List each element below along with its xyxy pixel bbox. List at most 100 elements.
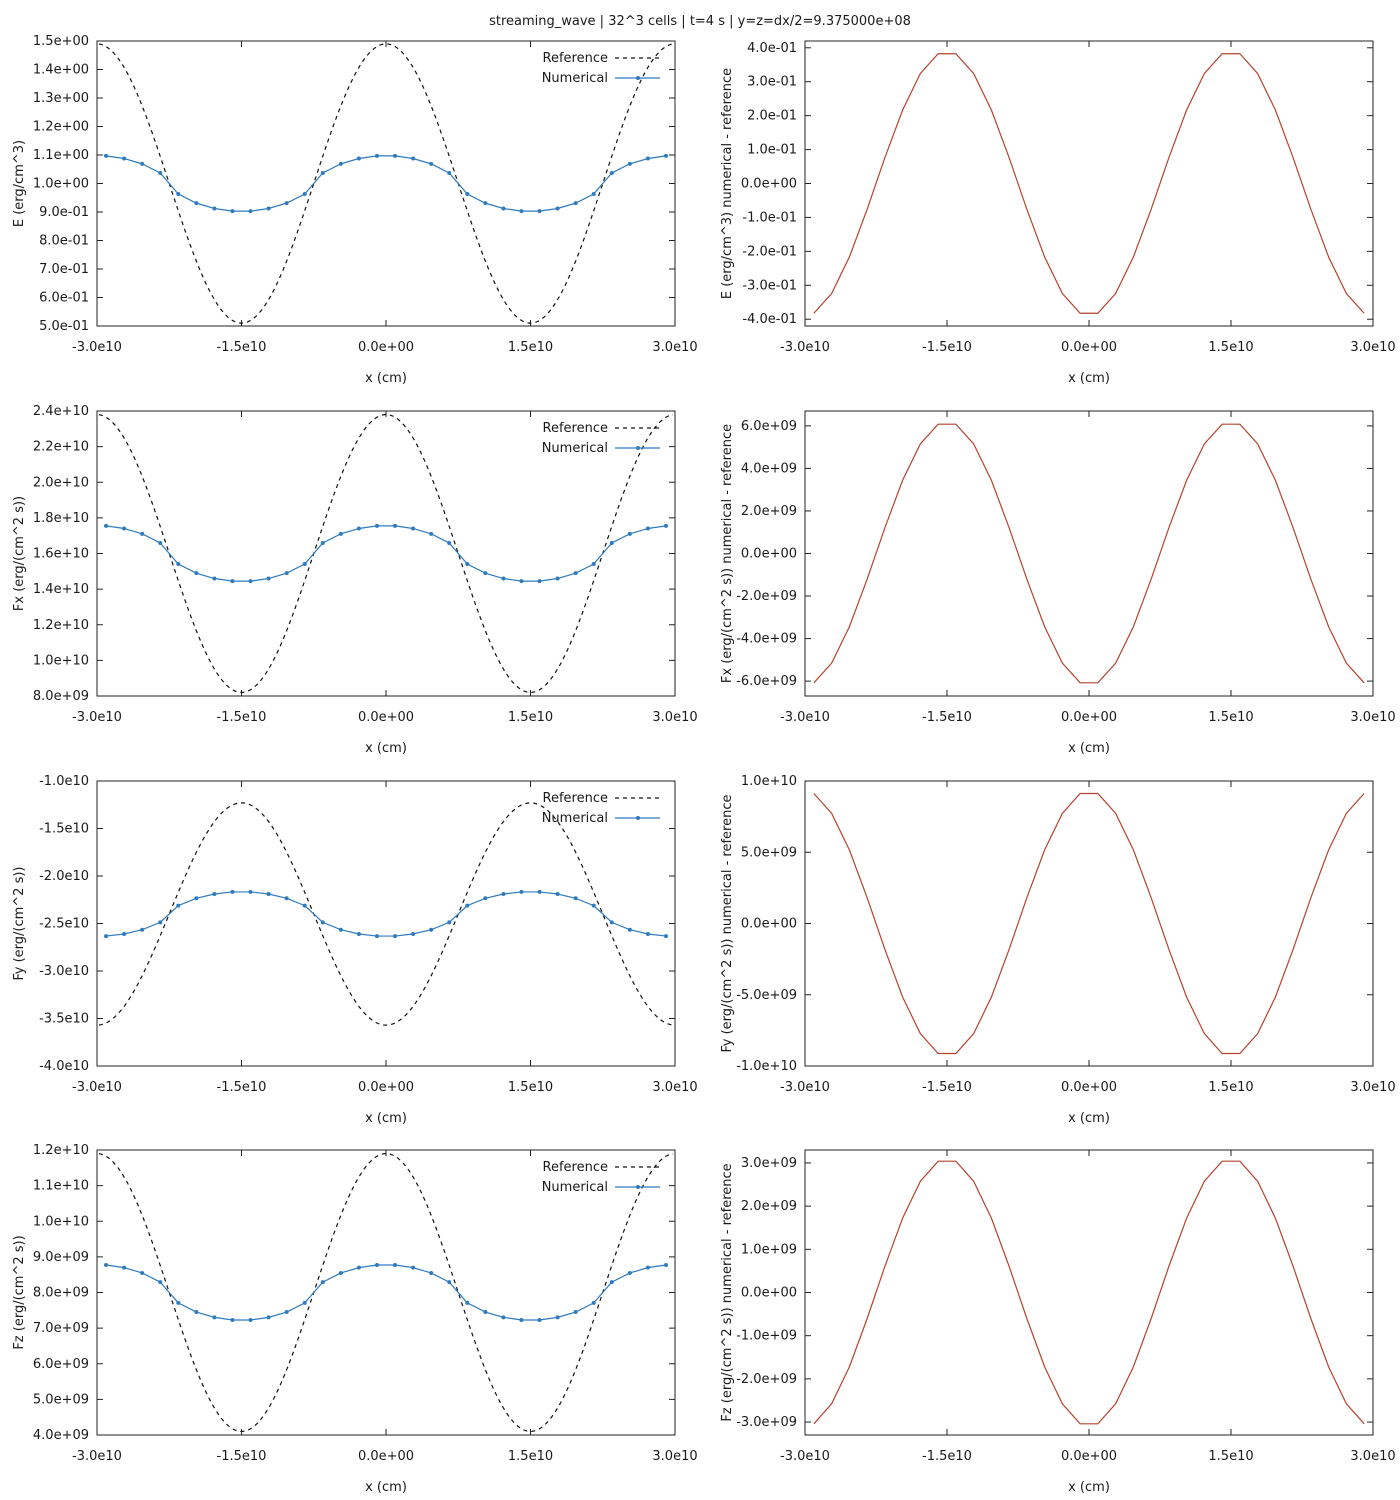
numerical-point <box>393 1263 398 1268</box>
numerical-point <box>519 1317 524 1322</box>
numerical-point <box>266 892 271 897</box>
numerical-point <box>212 1315 217 1320</box>
series-numerical-line <box>105 525 667 582</box>
numerical-point <box>447 1280 452 1285</box>
numerical-point <box>483 1310 488 1315</box>
numerical-point <box>302 1300 307 1305</box>
numerical-point <box>230 1317 235 1322</box>
y-tick-label: 1.0e+10 <box>33 653 89 668</box>
x-axis-label: x (cm) <box>365 371 407 386</box>
y-tick-label: 6.0e+09 <box>741 419 797 434</box>
numerical-point <box>393 153 398 158</box>
x-axis-label: x (cm) <box>1068 1480 1110 1495</box>
y-tick-label: 1.0e+10 <box>33 1214 89 1229</box>
y-tick-label: 6.0e+09 <box>33 1357 89 1372</box>
y-tick-label: -4.0e-01 <box>742 312 797 327</box>
numerical-point <box>122 156 127 161</box>
y-axis-label: Fx (erg/(cm^2 s)) <box>12 496 27 611</box>
chart-panel-4: -3.0e10 -1.5e10 0.0e+00 1.5e10 3.0e10 -6.0e+0… <box>720 410 1396 756</box>
y-axis-label: Fz (erg/(cm^2 s)) numerical - reference <box>720 1163 735 1421</box>
numerical-point <box>393 934 398 939</box>
numerical-point <box>645 1265 650 1270</box>
x-axis-label: x (cm) <box>1068 1111 1110 1126</box>
y-tick-label: -3.0e-01 <box>742 278 797 293</box>
x-tick-label: 3.0e10 <box>1350 1449 1395 1464</box>
y-tick-label: -2.0e-01 <box>742 244 797 259</box>
numerical-point <box>573 896 578 901</box>
x-tick-label: -1.5e10 <box>922 340 972 355</box>
x-tick-label: 3.0e10 <box>1350 340 1395 355</box>
y-tick-label: 1.0e-01 <box>747 143 797 158</box>
numerical-point <box>411 1265 416 1270</box>
y-tick-label: -2.0e+09 <box>736 1372 797 1387</box>
numerical-point <box>284 1310 289 1315</box>
numerical-point <box>519 579 524 584</box>
numerical-point <box>663 523 668 528</box>
y-tick-label: -2.0e+09 <box>736 589 797 604</box>
numerical-point <box>591 561 596 566</box>
numerical-point <box>122 1265 127 1270</box>
numerical-point <box>122 931 127 936</box>
numerical-point <box>555 206 560 211</box>
numerical-point <box>591 903 596 908</box>
numerical-point <box>266 576 271 581</box>
numerical-point <box>609 541 614 546</box>
y-tick-label: -1.0e10 <box>39 774 89 789</box>
x-tick-label: 0.0e+00 <box>358 1080 414 1095</box>
y-tick-label: -1.0e-01 <box>742 210 797 225</box>
chart-panel-6: -3.0e10 -1.5e10 0.0e+00 1.5e10 3.0e10 -1.0e+1… <box>720 774 1396 1126</box>
x-tick-label: 1.5e10 <box>508 340 553 355</box>
numerical-point <box>122 526 127 531</box>
numerical-point <box>501 892 506 897</box>
numerical-point <box>447 920 452 925</box>
legend-point <box>636 816 640 820</box>
series-difference-line <box>813 792 1365 1055</box>
numerical-point <box>230 889 235 894</box>
numerical-point <box>374 1263 379 1268</box>
numerical-point <box>393 523 398 528</box>
chart-panel-3: -3.0e10 -1.5e10 0.0e+00 1.5e10 3.0e10 8.0e+09… <box>12 404 698 756</box>
numerical-point <box>573 571 578 576</box>
y-tick-label: 9.0e+09 <box>33 1250 89 1265</box>
chart-panel-1: -3.0e10 -1.5e10 0.0e+00 1.5e10 3.0e10 5.0e-01… <box>12 34 698 386</box>
numerical-point <box>266 206 271 211</box>
x-tick-label: -1.5e10 <box>922 710 972 725</box>
legend-label: Numerical <box>542 811 608 826</box>
y-tick-label: 1.3e+00 <box>33 91 89 106</box>
y-tick-label: 1.4e+00 <box>33 63 89 78</box>
x-tick-label: -1.5e10 <box>922 1449 972 1464</box>
numerical-point <box>645 156 650 161</box>
y-tick-label: 1.1e+00 <box>33 148 89 163</box>
numerical-point <box>627 161 632 166</box>
y-tick-label: 2.0e+09 <box>741 1199 797 1214</box>
numerical-point <box>627 927 632 932</box>
numerical-point <box>284 896 289 901</box>
chart-panel-2: -3.0e10 -1.5e10 0.0e+00 1.5e10 3.0e10 -4.0e-0… <box>720 40 1396 386</box>
numerical-point <box>411 156 416 161</box>
y-tick-label: 1.2e+10 <box>33 618 89 633</box>
numerical-point <box>104 1263 109 1268</box>
y-axis-label: E (erg/cm^3) <box>12 140 27 227</box>
y-tick-label: 9.0e-01 <box>39 205 89 220</box>
numerical-point <box>483 896 488 901</box>
x-axis-label: x (cm) <box>1068 741 1110 756</box>
numerical-point <box>194 1310 199 1315</box>
x-tick-label: -3.0e10 <box>72 340 122 355</box>
y-tick-label: -3.0e10 <box>39 964 89 979</box>
numerical-point <box>248 889 253 894</box>
plot-frame <box>804 410 1374 697</box>
y-tick-label: 4.0e+09 <box>33 1428 89 1443</box>
y-tick-label: 1.0e+09 <box>741 1242 797 1257</box>
numerical-point <box>248 1317 253 1322</box>
numerical-point <box>573 201 578 206</box>
y-tick-label: 6.0e-01 <box>39 291 89 306</box>
y-tick-label: 2.4e+10 <box>33 404 89 419</box>
numerical-point <box>483 201 488 206</box>
y-tick-label: 2.2e+10 <box>33 440 89 455</box>
numerical-point <box>212 892 217 897</box>
numerical-point <box>356 1265 361 1270</box>
numerical-point <box>627 1270 632 1275</box>
x-tick-label: 1.5e10 <box>508 710 553 725</box>
y-tick-label: -2.0e10 <box>39 869 89 884</box>
y-axis-label: E (erg/cm^3) numerical - reference <box>720 68 735 299</box>
